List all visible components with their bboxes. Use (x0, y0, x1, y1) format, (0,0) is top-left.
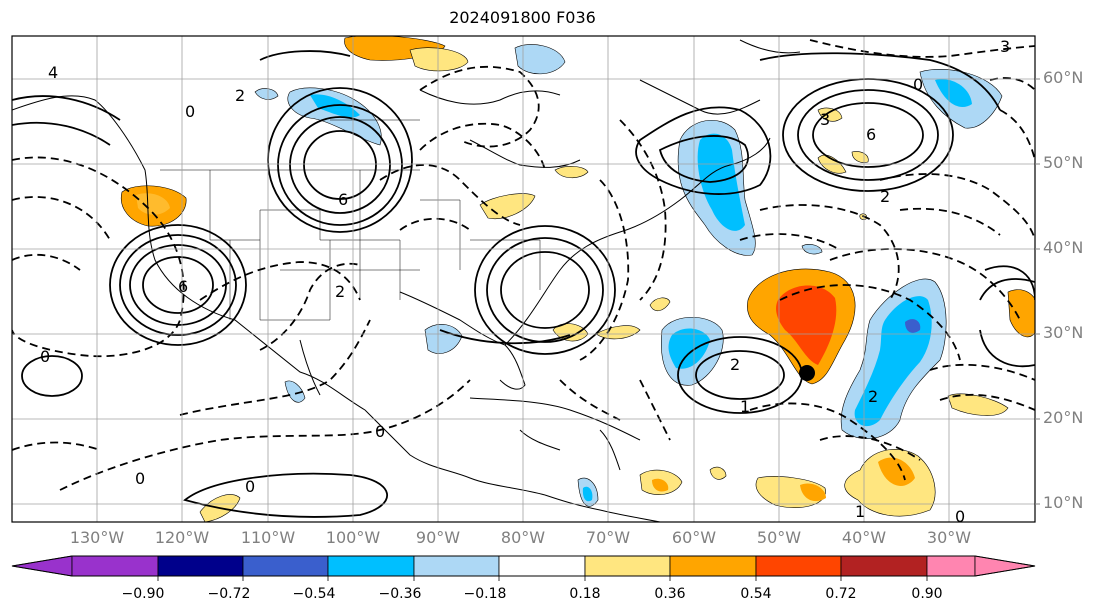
lon-label: 30°W (926, 528, 972, 547)
contour-label: 0 (40, 347, 50, 366)
map-frame (11, 35, 1036, 523)
colorbar-tick-label: −0.72 (207, 586, 251, 602)
lon-label: 70°W (585, 528, 631, 547)
lon-label: 80°W (500, 528, 546, 547)
lon-label: 120°W (154, 528, 210, 547)
lat-label: 20°N (1043, 408, 1084, 427)
contour-label: 1 (855, 502, 865, 521)
contour-label: 6 (178, 277, 188, 296)
contour-label: 0 (955, 507, 965, 526)
contour-label: 2 (235, 86, 245, 105)
lat-label: 50°N (1043, 153, 1084, 172)
graticule (12, 36, 1035, 522)
colorbar-tick-label: 0.36 (654, 586, 686, 602)
lon-label: 110°W (240, 528, 296, 547)
colorbar-segment (498, 555, 586, 577)
contour-label: 0 (913, 75, 923, 94)
lon-label: 130°W (69, 528, 125, 547)
colorbar-segment (327, 555, 415, 577)
colorbar-tick-label: −0.36 (378, 586, 422, 602)
contour-label: 2 (880, 187, 890, 206)
colorbar-tick-label: 0.18 (569, 586, 601, 602)
colorbar-tick-label: −0.18 (463, 586, 507, 602)
contour-label: 0 (135, 469, 145, 488)
colorbar-segment (11, 555, 73, 577)
colorbar (11, 555, 1036, 581)
map-title: 2024091800 F036 (449, 8, 596, 27)
colorbar-segment (413, 555, 500, 577)
contour-label: 1 (740, 397, 750, 416)
map-area: 6 6 6 4 2 2 2 2 1 0 0 0 0 0 0 0 3 3 1 2 (12, 36, 1035, 526)
contour-label: 3 (1000, 37, 1010, 56)
colorbar-segment (584, 555, 671, 577)
lon-label: 60°W (671, 528, 717, 547)
contour-label: 4 (48, 63, 58, 82)
lon-label: 100°W (325, 528, 381, 547)
contour-labels: 6 6 6 4 2 2 2 2 1 0 0 0 0 0 0 0 3 3 1 2 (40, 37, 1010, 526)
lat-label: 40°N (1043, 238, 1084, 257)
contour-label: 2 (335, 282, 345, 301)
lon-label: 40°W (841, 528, 887, 547)
contour-label: 0 (245, 477, 255, 496)
contour-label: 3 (820, 110, 830, 129)
lon-label: 90°W (415, 528, 461, 547)
lat-label: 60°N (1043, 68, 1084, 87)
colorbar-tick-label: 0.90 (911, 586, 943, 602)
lon-label: 50°W (756, 528, 802, 547)
negative-shading (254, 44, 1003, 507)
colorbar-segment (669, 555, 757, 577)
colorbar-segment (242, 555, 329, 577)
contour-label: 0 (185, 102, 195, 121)
colorbar-segment (974, 555, 1036, 577)
positive-shading (120, 36, 1035, 522)
coastlines (12, 39, 801, 522)
contour-label: 6 (338, 190, 348, 209)
contour-label: 2 (868, 387, 878, 406)
storm-marker (799, 365, 815, 381)
contour-label: 0 (375, 422, 385, 441)
colorbar-segment (755, 555, 842, 577)
colorbar-tick-label: 0.72 (825, 586, 857, 602)
axis-ticks (1035, 78, 1040, 505)
lat-label: 10°N (1043, 493, 1084, 512)
colorbar-segment (157, 555, 244, 577)
solid-contours (12, 50, 1035, 518)
lat-label: 30°N (1043, 323, 1084, 342)
colorbar-tick-label: 0.54 (740, 586, 772, 602)
colorbar-tick-label: −0.90 (121, 586, 165, 602)
contour-label: 2 (730, 355, 740, 374)
colorbar-tick-label: −0.54 (292, 586, 336, 602)
contour-label: 6 (866, 125, 876, 144)
colorbar-segment (71, 555, 159, 577)
colorbar-segment (840, 555, 928, 577)
colorbar-segment (926, 555, 976, 577)
